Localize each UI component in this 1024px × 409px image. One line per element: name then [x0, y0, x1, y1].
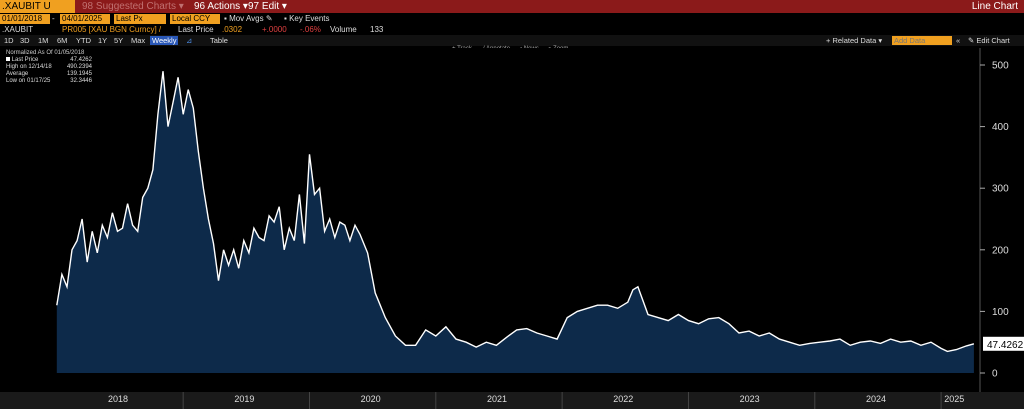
pencil-icon: ✎ [265, 14, 273, 23]
mov-avgs-toggle[interactable]: ▪ Mov Avgs ✎ [224, 14, 273, 23]
suggested-charts-menu[interactable]: 98 Suggested Charts ▾ [82, 1, 184, 12]
last-price-label: Last Price [178, 25, 214, 34]
edit-chart-button[interactable]: ✎ Edit Chart [968, 36, 1010, 45]
y-tick-label-100: 100 [992, 307, 1009, 318]
period-5y[interactable]: 5Y [114, 36, 124, 45]
last-value-tag [983, 336, 1024, 351]
price-change: +.0000 [262, 25, 287, 34]
y-tick-label-500: 500 [992, 61, 1009, 72]
x-label-2022: 2022 [613, 394, 634, 404]
collapse-icon[interactable]: « [956, 36, 961, 45]
control-bar [0, 13, 1024, 25]
top-menu-bar [0, 0, 1024, 13]
last-price-value: .0302 [222, 25, 243, 34]
price-line [56, 71, 975, 353]
actions-menu[interactable]: 96 Actions ▾ [194, 1, 248, 12]
x-axis-band [0, 392, 1024, 409]
last-value-label: 47.4262 [987, 340, 1024, 351]
legend-row-last: Last Price 47.4262 [6, 57, 92, 64]
period-6m[interactable]: 6M [57, 36, 68, 45]
x-label-2024: 2024 [865, 394, 886, 404]
legend-row-low: Low on 01/17/25 32.3446 [6, 78, 92, 84]
chart-legend: Normalized As Of 01/05/2018 Last Price 47… [6, 50, 92, 86]
x-label-2021: 2021 [486, 394, 507, 404]
volume-value: 133 [370, 25, 384, 34]
period-max[interactable]: Max [131, 36, 146, 45]
x-label-2023: 2023 [739, 394, 760, 404]
y-tick-label-0: 0 [992, 369, 998, 380]
end-date-input[interactable]: 04/01/2025 [60, 14, 110, 24]
chart-view-title: Line Chart [971, 1, 1018, 12]
period-1y[interactable]: 1Y [98, 36, 108, 45]
edit-icon: 97 [248, 1, 262, 12]
x-label-2019: 2019 [234, 394, 255, 404]
chart-type-icon[interactable]: ⊿ [186, 36, 193, 45]
price-chart[interactable]: 0 100 200 300 400 500 47.4262 [0, 48, 1024, 409]
y-tick-label-300: 300 [992, 184, 1009, 195]
table-button[interactable]: Table [210, 36, 228, 45]
y-tick-label-200: 200 [992, 245, 1009, 256]
currency-select[interactable]: Local CCY [170, 14, 220, 24]
area-fill [56, 71, 974, 373]
x-label-2020: 2020 [360, 394, 381, 404]
related-data-button[interactable]: + Related Data ▾ [826, 36, 883, 45]
date-separator: - [52, 14, 55, 23]
period-1m[interactable]: 1M [38, 36, 49, 45]
x-label-2018: 2018 [108, 394, 129, 404]
security-desc: PR005 [XAU BGN Curncy] / [62, 25, 162, 34]
volume-label: Volume [330, 25, 357, 34]
price-change-pct: -.06% [300, 25, 321, 34]
field-select[interactable]: Last Px [114, 14, 166, 24]
period-toolbar [0, 35, 1024, 46]
x-label-2025: 2025 [944, 394, 965, 404]
legend-title: Normalized As Of 01/05/2018 [6, 50, 85, 56]
suggested-icon: 98 [82, 1, 96, 12]
legend-row-average: Average 139.1945 [6, 71, 92, 77]
legend-row-high: High on 12/14/18 490.2394 [6, 64, 92, 70]
security-name: .XAUBIT [2, 25, 34, 34]
ticker-field[interactable]: .XAUBIT U Index [0, 0, 75, 25]
key-events-toggle[interactable]: ▪ Key Events [284, 14, 330, 23]
period-3d[interactable]: 3D [20, 36, 30, 45]
frequency-weekly[interactable]: Weekly [150, 36, 179, 45]
y-tick-label-400: 400 [992, 122, 1009, 133]
actions-icon: 96 [194, 1, 208, 12]
legend-swatch-last [6, 57, 10, 61]
start-date-input[interactable]: 01/01/2018 [0, 14, 50, 24]
edit-menu[interactable]: 97 Edit ▾ [248, 1, 287, 12]
security-line: .XAUBIT PR005 [XAU BGN Curncy] / Last Pr… [0, 25, 1024, 35]
add-data-input[interactable]: Add Data [892, 36, 952, 45]
period-1d[interactable]: 1D [4, 36, 14, 45]
period-ytd[interactable]: YTD [76, 36, 91, 45]
